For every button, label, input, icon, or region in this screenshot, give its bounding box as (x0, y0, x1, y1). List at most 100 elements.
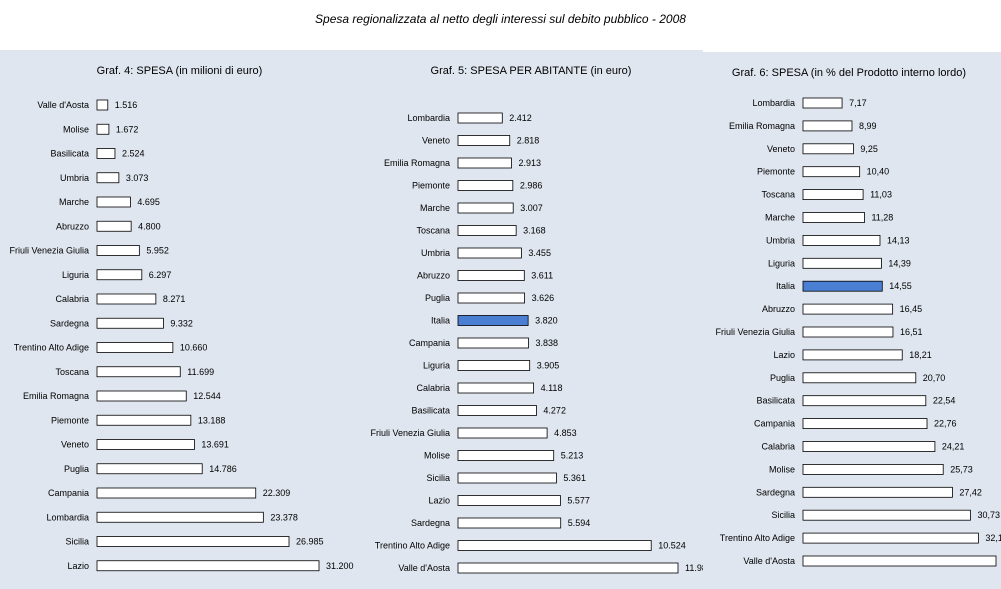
category-label: Calabria (761, 442, 795, 452)
category-label: Sicilia (771, 510, 795, 520)
chart-panel-spesa: Graf. 4: SPESA (in milioni di euro) Vall… (0, 50, 359, 589)
bar (96, 317, 164, 329)
bar (457, 270, 525, 281)
category-label: Umbria (421, 248, 450, 258)
value-label: 5.213 (561, 451, 584, 461)
bar (802, 143, 854, 155)
value-label: 4.853 (554, 428, 577, 438)
bar (96, 560, 320, 572)
value-label: 1.516 (115, 100, 138, 110)
category-label: Trentino Alto Adige (720, 533, 795, 543)
value-label: 20,70 (923, 373, 946, 383)
category-label: Friuli Venezia Giulia (715, 327, 795, 337)
value-label: 14,39 (888, 258, 911, 268)
bar (457, 540, 652, 551)
category-label: Molise (769, 464, 795, 474)
category-label: Abruzzo (762, 304, 795, 314)
bar (457, 180, 514, 191)
category-label: Emilia Romagna (23, 391, 89, 401)
category-label: Sardegna (411, 518, 450, 528)
bar (96, 536, 290, 547)
bar (96, 414, 192, 426)
value-label: 3.007 (520, 203, 543, 213)
category-label: Trentino Alto Adige (14, 343, 89, 353)
bar (457, 450, 555, 461)
bar (802, 372, 917, 384)
bar (802, 463, 944, 475)
value-label: 11,28 (871, 213, 893, 223)
value-label: 3.905 (537, 361, 560, 371)
value-label: 5.594 (568, 518, 591, 528)
bar (802, 326, 894, 338)
value-label: 12.544 (193, 391, 221, 401)
bar (802, 486, 953, 498)
category-label: Lombardia (46, 512, 89, 522)
category-label: Basilicata (411, 406, 450, 416)
bar (802, 97, 843, 109)
category-label: Sicilia (426, 473, 450, 483)
value-label: 5.361 (563, 473, 586, 483)
category-label: Molise (424, 451, 450, 461)
bar (457, 135, 511, 146)
category-label: Abruzzo (417, 271, 450, 281)
value-label: 14,13 (887, 235, 910, 245)
value-label: 32,19 (985, 533, 1001, 543)
value-label: 5.952 (146, 246, 169, 256)
bar (96, 439, 195, 450)
category-label: Toscana (761, 190, 795, 200)
bar (802, 349, 903, 361)
bar (457, 517, 562, 529)
value-label: 23.378 (270, 512, 298, 522)
value-label: 3.820 (535, 316, 558, 326)
bar (96, 99, 109, 111)
value-label: 24,21 (942, 442, 965, 452)
bar (96, 293, 157, 305)
chart-panel-spesa-per-abitante: Graf. 5: SPESA PER ABITANTE (in euro) Lo… (359, 50, 712, 589)
category-label: Veneto (61, 440, 89, 450)
value-label: 2.986 (520, 181, 543, 191)
category-label: Toscana (416, 226, 450, 236)
value-label: 7,17 (849, 98, 867, 108)
category-label: Lombardia (752, 98, 795, 108)
bar (96, 487, 257, 499)
bar (96, 220, 132, 232)
category-label: Italia (776, 281, 795, 291)
bar (96, 366, 181, 378)
chart-panel-spesa-pil: Graf. 6: SPESA (in % del Prodotto intern… (703, 52, 1001, 589)
bar (457, 427, 548, 439)
page-title: Spesa regionalizzata al netto degli inte… (315, 12, 686, 26)
category-label: Basilicata (756, 396, 795, 406)
value-label: 25,73 (950, 464, 973, 474)
bar (457, 472, 557, 484)
value-label: 4.118 (541, 383, 563, 393)
bar (802, 189, 864, 201)
category-label: Umbria (766, 235, 795, 245)
value-label: 4.800 (138, 221, 161, 231)
value-label: 14,55 (889, 281, 912, 291)
value-label: 10,40 (867, 167, 890, 177)
category-label: Friuli Venezia Giulia (9, 246, 89, 256)
value-label: 30,73 (977, 510, 1000, 520)
category-label: Sicilia (65, 537, 89, 547)
category-label: Marche (59, 197, 89, 207)
bar (802, 303, 894, 315)
category-label: Campania (48, 488, 89, 498)
category-label: Italia (431, 316, 450, 326)
value-label: 16,45 (900, 304, 923, 314)
value-label: 22,54 (933, 396, 956, 406)
value-label: 22.309 (263, 488, 291, 498)
category-label: Friuli Venezia Giulia (370, 428, 450, 438)
value-label: 2.818 (517, 136, 540, 146)
bar (802, 212, 865, 223)
bar-highlight (802, 280, 883, 292)
bar (802, 234, 881, 246)
value-label: 13.691 (201, 440, 229, 450)
bar (802, 166, 861, 178)
bar (96, 196, 131, 208)
value-label: 26.985 (296, 537, 324, 547)
value-label: 22,76 (934, 419, 957, 429)
category-label: Lazio (773, 350, 795, 360)
value-label: 11.699 (187, 367, 214, 377)
category-label: Calabria (55, 294, 89, 304)
value-label: 9,25 (860, 144, 878, 154)
